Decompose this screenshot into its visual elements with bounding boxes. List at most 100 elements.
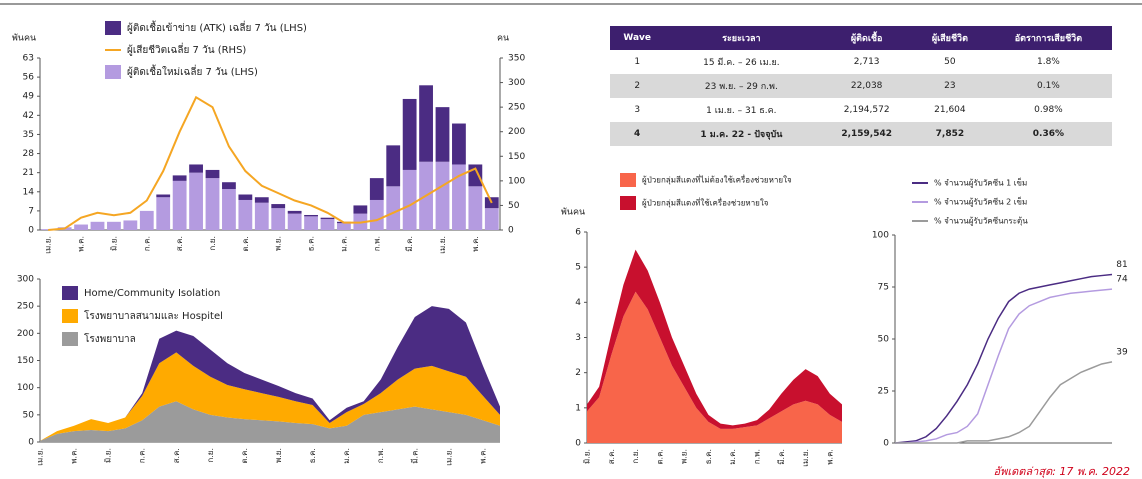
y-tick-label: 100	[872, 231, 889, 241]
bar	[353, 205, 368, 214]
bar	[402, 169, 417, 230]
bar	[172, 175, 187, 181]
legend-label: % จำนวนผู้รับวัคซีน 1 เข็ม	[934, 178, 1027, 189]
x-tick-label: ต.ค.	[241, 236, 250, 252]
y-tick-label: 300	[17, 275, 34, 285]
bar	[452, 164, 466, 230]
area	[40, 352, 500, 441]
legend-label: % จำนวนผู้รับวัคซีน 2 เข็ม	[934, 197, 1027, 208]
y-tick-label: 7	[28, 206, 34, 216]
y-tick-label: 50	[878, 335, 890, 345]
x-tick-label: ม.ค.	[728, 449, 737, 465]
y2-tick-label: 150	[508, 152, 525, 162]
x-tick-label: มิ.ย.	[109, 236, 118, 251]
x-tick-label: ก.ย.	[208, 236, 217, 251]
table-cell: 23	[914, 74, 985, 98]
x-tick-label: ต.ค.	[655, 449, 664, 465]
bar	[320, 217, 335, 220]
x-tick-label: พ.ค.	[478, 448, 487, 464]
bar	[484, 208, 499, 230]
line	[895, 288, 1113, 444]
table-cell: 22,038	[818, 74, 915, 98]
table-cell: 7,852	[914, 122, 985, 146]
area	[587, 249, 842, 429]
legend-label: ผู้เสียชีวิตเฉลี่ย 7 วัน (RHS)	[127, 42, 246, 56]
y2-tick-label: 250	[508, 103, 525, 113]
y-tick-label: 0	[28, 226, 34, 236]
y-tick-label: 6	[575, 228, 581, 238]
bar	[402, 98, 417, 170]
line	[894, 273, 1113, 444]
legend-label: ผู้ติดเชื้อเข้าข่าย (ATK) เฉลี่ย 7 วัน (…	[127, 20, 307, 34]
table-cell: 2,713	[853, 57, 880, 67]
bar	[74, 224, 88, 230]
bar	[205, 169, 220, 179]
legend-label: ผู้ป่วยกลุ่มสีแดงที่ใช้เครื่องช่วยหายใจ	[642, 197, 769, 209]
x-tick-label: เม.ย.	[438, 236, 447, 254]
y-tick-label: 0	[28, 438, 34, 448]
x-tick-label: ก.พ.	[372, 236, 381, 251]
legend-label: Home/Community Isolation	[84, 288, 220, 299]
legend-swatch	[105, 65, 121, 79]
bar	[452, 123, 466, 165]
legend-swatch	[62, 309, 78, 323]
x-tick-label: มิ.ย.	[583, 449, 592, 464]
bar	[419, 85, 433, 162]
bar	[320, 219, 335, 230]
table-row: 3 1 เม.ย. – 31 ธ.ค. 2,194,572 21,604 0.98%	[610, 98, 1112, 122]
x-tick-label: ก.ย.	[206, 448, 215, 463]
y-tick-label: 50	[23, 410, 35, 420]
y-tick-label: 150	[17, 356, 34, 366]
x-tick-label: ส.ค.	[172, 448, 181, 463]
table-cell: 3	[634, 105, 641, 115]
y-tick-label: 25	[878, 387, 889, 397]
legend-swatch	[62, 286, 78, 300]
legend-swatch	[620, 196, 636, 210]
y-tick-label: 21	[23, 168, 34, 178]
bar	[337, 223, 351, 230]
y2-tick-label: 350	[508, 54, 525, 64]
x-tick-label: พ.ค.	[825, 449, 834, 465]
legend-label: โรงพยาบาล	[84, 332, 136, 345]
wave-table: Wave ระยะเวลา ผู้ติดเชื้อ ผู้เสียชีวิต อ…	[610, 26, 1112, 146]
table-cell: 1	[634, 57, 641, 67]
y2-tick-label: 200	[508, 127, 525, 137]
y-tick-label: 28	[23, 149, 35, 159]
y-tick-label: 63	[23, 54, 34, 64]
table-row: 1 15 มี.ค. – 26 เม.ย. 2,713 50 1.8%	[610, 50, 1112, 74]
bar	[222, 189, 236, 230]
bar	[271, 204, 286, 209]
table-cell: 2,194,572	[843, 105, 890, 115]
bar	[304, 214, 318, 217]
y-axis-title: พันคน	[561, 208, 585, 218]
bar	[435, 161, 450, 230]
y-tick-label: 3	[575, 333, 581, 343]
x-tick-label: ธ.ค.	[308, 448, 317, 463]
bar	[222, 182, 236, 190]
bar	[369, 199, 384, 230]
bar	[254, 197, 269, 203]
bar	[386, 145, 401, 187]
end-label: 74	[1116, 275, 1128, 285]
area	[40, 401, 500, 442]
table-row: 2 23 พ.ย. – 29 ก.พ. 22,038 23 0.1%	[610, 74, 1112, 98]
table-cell: 1 ม.ค. 22 - ปัจจุบัน	[664, 122, 819, 146]
header-cell: Wave	[610, 26, 665, 50]
y2-tick-label: 50	[508, 201, 520, 211]
table-cell: 15 มี.ค. – 26 เม.ย.	[703, 58, 780, 68]
x-tick-label: ก.ย.	[631, 449, 640, 464]
header-cell: อัตราการเสียชีวิต	[984, 26, 1112, 50]
y2-axis-title: คน	[497, 34, 509, 44]
y-tick-label: 0	[575, 439, 581, 449]
table-cell: 1.8%	[1036, 57, 1060, 67]
x-tick-label: พ.ย.	[274, 448, 283, 463]
bar	[238, 199, 253, 230]
table-cell: 50	[944, 57, 956, 67]
bar	[369, 178, 384, 200]
x-tick-label: ธ.ค.	[704, 449, 713, 464]
x-tick-label: พ.ย.	[274, 236, 283, 251]
x-tick-label: ก.พ.	[376, 448, 385, 463]
x-tick-label: พ.ค.	[70, 448, 79, 464]
x-tick-label: มี.ค.	[405, 236, 414, 252]
